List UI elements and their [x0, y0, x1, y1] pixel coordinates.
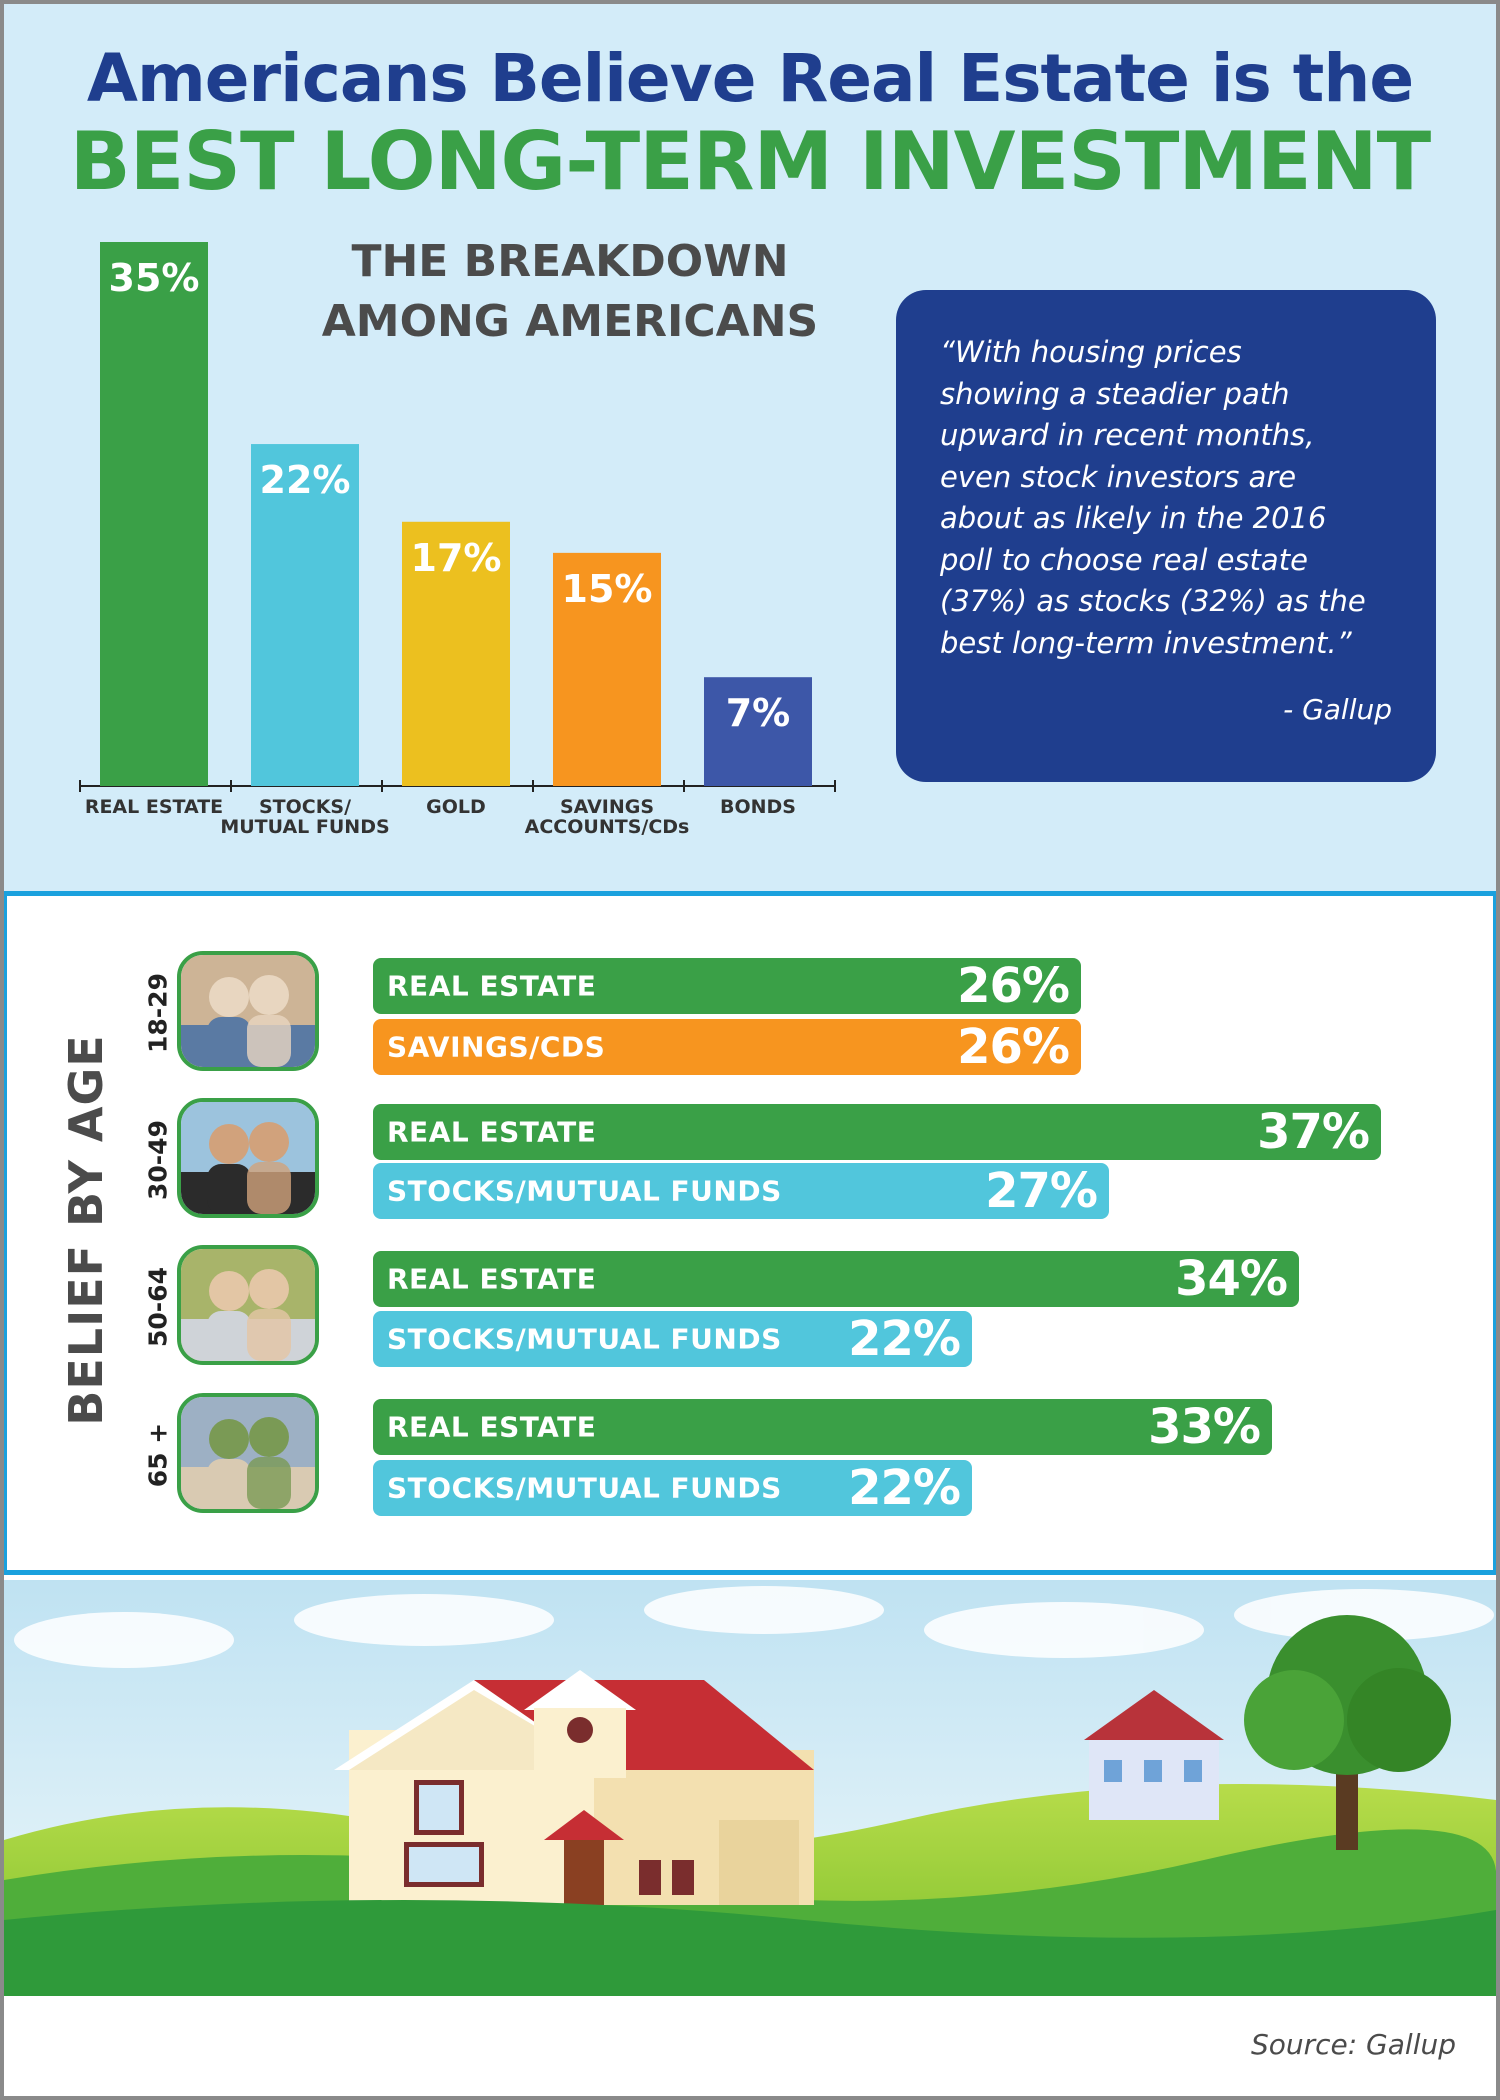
age-bar-label: SAVINGS/CDS [387, 1030, 606, 1064]
age-group-photo [177, 1393, 319, 1513]
chart-category-label: SAVINGS [560, 796, 654, 818]
age-bar-value: 27% [985, 1163, 1098, 1219]
chart-data-label: 22% [260, 458, 351, 502]
chart-bar [251, 444, 359, 786]
age-bar: REAL ESTATE 33% [373, 1399, 1272, 1455]
chart-category-label: MUTUAL FUNDS [220, 816, 389, 838]
age-bar: STOCKS/MUTUAL FUNDS 22% [373, 1460, 972, 1516]
foreground-grass [4, 1900, 1496, 1996]
age-bar-value: 34% [1175, 1251, 1288, 1307]
age-bar-label: REAL ESTATE [387, 1410, 597, 1444]
clouds [14, 1586, 1494, 1668]
house-landscape-illustration [4, 1580, 1496, 1996]
age-bar-label: STOCKS/MUTUAL FUNDS [387, 1322, 782, 1356]
quote-attribution: - Gallup [1283, 693, 1392, 726]
chart-bar [402, 521, 510, 786]
chart-category-label: GOLD [426, 796, 486, 818]
chart-category-label: REAL ESTATE [85, 796, 223, 818]
age-bar-label: REAL ESTATE [387, 1115, 597, 1149]
age-bar-value: 37% [1257, 1104, 1370, 1160]
footer-area [4, 1996, 1496, 2096]
age-group-label: 30-49 [143, 1120, 173, 1200]
quote-text: “With housing prices showing a steadier … [940, 335, 1366, 660]
breakdown-title: THE BREAKDOWN AMONG AMERICANS [290, 232, 850, 352]
age-bar-label: REAL ESTATE [387, 969, 597, 1003]
chart-category-label: STOCKS/ [259, 796, 351, 818]
belief-by-age-title: BELIEF BY AGE [59, 1034, 113, 1426]
chart-data-label: 35% [109, 256, 200, 300]
main-house [334, 1670, 814, 1996]
chart-bar [704, 677, 812, 786]
gallup-quote-box: “With housing prices showing a steadier … [896, 290, 1436, 782]
age-bar-label: REAL ESTATE [387, 1262, 597, 1296]
age-bar: SAVINGS/CDS 26% [373, 1019, 1081, 1075]
chart-data-label: 7% [726, 691, 791, 735]
age-group-photo [177, 951, 319, 1071]
chart-category-label: BONDS [720, 796, 796, 818]
age-group-label: 50-64 [143, 1267, 173, 1347]
age-group-photo [177, 1245, 319, 1365]
age-group-photo [177, 1098, 319, 1218]
age-bar-value: 22% [848, 1460, 961, 1516]
age-bar: REAL ESTATE 26% [373, 958, 1081, 1014]
age-bar-value: 26% [957, 1019, 1070, 1075]
age-group-label: 18-29 [143, 973, 173, 1053]
chart-data-label: 17% [411, 536, 502, 580]
page-title-line2: BEST LONG-TERM INVESTMENT [69, 115, 1431, 208]
breakdown-title-line2: AMONG AMERICANS [321, 296, 819, 347]
age-bar-label: STOCKS/MUTUAL FUNDS [387, 1174, 782, 1208]
age-bar: STOCKS/MUTUAL FUNDS 27% [373, 1163, 1109, 1219]
chart-bar [100, 242, 208, 786]
small-house [1084, 1690, 1224, 1820]
chart-data-label: 15% [562, 567, 653, 611]
breakdown-title-line1: THE BREAKDOWN [351, 236, 789, 287]
age-group-label: 65 + [143, 1422, 173, 1488]
age-bar-value: 26% [957, 958, 1070, 1014]
breakdown-bar-chart: 35% REAL ESTATE 22% STOCKS/MUTUAL FUNDS 17% G… [79, 242, 836, 838]
page-title-line1: Americans Believe Real Estate is the [86, 40, 1414, 117]
tree [1244, 1615, 1451, 1850]
source-note: Source: Gallup [1250, 2028, 1456, 2061]
age-bar: REAL ESTATE 34% [373, 1251, 1299, 1307]
age-bar-value: 33% [1148, 1399, 1261, 1455]
age-bar-label: STOCKS/MUTUAL FUNDS [387, 1471, 782, 1505]
age-bar: REAL ESTATE 37% [373, 1104, 1381, 1160]
chart-category-label: ACCOUNTS/CDs [525, 816, 690, 838]
age-bar: STOCKS/MUTUAL FUNDS 22% [373, 1311, 972, 1367]
age-bar-value: 22% [848, 1311, 961, 1367]
chart-bar [553, 552, 661, 786]
